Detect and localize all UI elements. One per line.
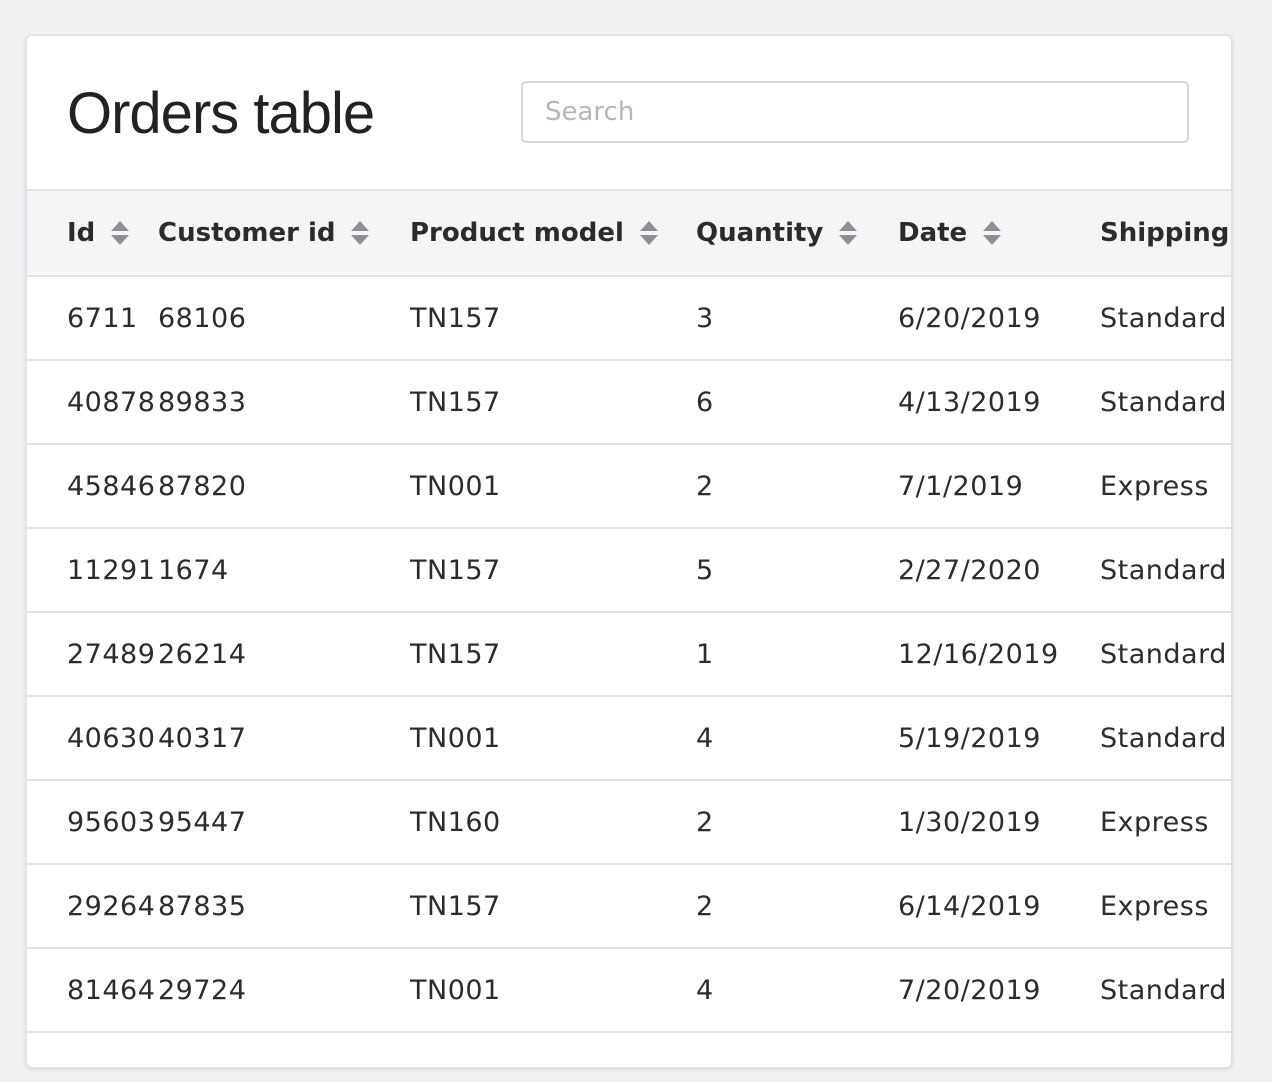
column-header-date[interactable]: Date — [898, 189, 1100, 277]
cell-id: 95603 — [67, 806, 156, 838]
cell-id: 81464 — [67, 974, 156, 1006]
column-header-quantity[interactable]: Quantity — [696, 189, 898, 277]
cell-id: 11291 — [67, 554, 156, 586]
cell-customer-id: 40317 — [158, 722, 247, 754]
cell-customer-id: 89833 — [158, 386, 247, 418]
table-header: Id Customer id Product model — [27, 189, 1231, 277]
orders-table: Id Customer id Product model — [27, 189, 1231, 1033]
cell-quantity: 2 — [696, 890, 714, 922]
cell-shipping: Standard — [1100, 638, 1227, 670]
sort-icon[interactable] — [639, 221, 658, 245]
cell-id: 45846 — [67, 470, 156, 502]
cell-product-model: TN001 — [410, 722, 501, 754]
cell-shipping: Express — [1100, 470, 1209, 502]
cell-shipping: Express — [1100, 890, 1209, 922]
table-row[interactable]: 95603 95447 TN160 2 1/30/2019 Express — [27, 780, 1231, 864]
cell-shipping: Standard — [1100, 554, 1227, 586]
cell-shipping: Express — [1100, 806, 1209, 838]
cell-date: 12/16/2019 — [898, 638, 1059, 670]
cell-quantity: 3 — [696, 302, 714, 334]
table-row[interactable]: 11291 1674 TN157 5 2/27/2020 Standard — [27, 528, 1231, 612]
cell-shipping: Standard — [1100, 386, 1227, 418]
column-header-shipping[interactable]: Shipping — [1100, 189, 1231, 277]
cell-shipping: Standard — [1100, 302, 1227, 334]
cell-shipping: Standard — [1100, 974, 1227, 1006]
cell-product-model: TN157 — [410, 386, 501, 418]
column-header-label: Quantity — [696, 218, 824, 248]
sort-icon[interactable] — [351, 221, 370, 245]
column-header-label: Date — [898, 218, 968, 248]
column-header-label: Shipping — [1100, 218, 1230, 248]
cell-date: 6/14/2019 — [898, 890, 1041, 922]
column-header-label: Product model — [410, 218, 624, 248]
cell-date: 6/20/2019 — [898, 302, 1041, 334]
card-header: Orders table — [27, 36, 1231, 189]
cell-product-model: TN001 — [410, 974, 501, 1006]
column-header-customer-id[interactable]: Customer id — [158, 189, 410, 277]
table-row[interactable]: 40878 89833 TN157 6 4/13/2019 Standard — [27, 360, 1231, 444]
cell-customer-id: 87820 — [158, 470, 247, 502]
cell-date: 1/30/2019 — [898, 806, 1041, 838]
cell-product-model: TN160 — [410, 806, 501, 838]
column-header-label: Customer id — [158, 218, 336, 248]
column-header-label: Id — [67, 218, 96, 248]
sort-icon[interactable] — [983, 221, 1002, 245]
cell-date: 7/1/2019 — [898, 470, 1024, 502]
cell-id: 27489 — [67, 638, 156, 670]
table-row[interactable]: 40630 40317 TN001 4 5/19/2019 Standard — [27, 696, 1231, 780]
cell-quantity: 6 — [696, 386, 714, 418]
table-body: 6711 68106 TN157 3 6/20/2019 Standard 40… — [27, 276, 1231, 1032]
cell-customer-id: 1674 — [158, 554, 229, 586]
cell-customer-id: 87835 — [158, 890, 247, 922]
cell-quantity: 4 — [696, 722, 714, 754]
sort-icon[interactable] — [111, 221, 130, 245]
cell-id: 29264 — [67, 890, 156, 922]
orders-card: Orders table Id Customer id — [26, 35, 1232, 1068]
cell-quantity: 5 — [696, 554, 714, 586]
cell-date: 5/19/2019 — [898, 722, 1041, 754]
table-row[interactable]: 45846 87820 TN001 2 7/1/2019 Express — [27, 444, 1231, 528]
search-input[interactable] — [521, 81, 1189, 143]
table-row[interactable]: 27489 26214 TN157 1 12/16/2019 Standard — [27, 612, 1231, 696]
cell-customer-id: 68106 — [158, 302, 247, 334]
cell-product-model: TN157 — [410, 554, 501, 586]
header-row: Id Customer id Product model — [27, 189, 1231, 277]
cell-customer-id: 95447 — [158, 806, 247, 838]
page-title: Orders table — [67, 81, 375, 146]
cell-quantity: 2 — [696, 470, 714, 502]
cell-quantity: 1 — [696, 638, 714, 670]
cell-customer-id: 29724 — [158, 974, 247, 1006]
cell-product-model: TN157 — [410, 638, 501, 670]
cell-product-model: TN157 — [410, 302, 501, 334]
cell-quantity: 4 — [696, 974, 714, 1006]
table-row[interactable]: 29264 87835 TN157 2 6/14/2019 Express — [27, 864, 1231, 948]
cell-quantity: 2 — [696, 806, 714, 838]
column-header-product-model[interactable]: Product model — [410, 189, 696, 277]
column-header-id[interactable]: Id — [27, 189, 158, 277]
cell-date: 7/20/2019 — [898, 974, 1041, 1006]
cell-date: 2/27/2020 — [898, 554, 1041, 586]
cell-product-model: TN157 — [410, 890, 501, 922]
cell-product-model: TN001 — [410, 470, 501, 502]
cell-id: 6711 — [67, 302, 138, 334]
cell-date: 4/13/2019 — [898, 386, 1041, 418]
table-row[interactable]: 81464 29724 TN001 4 7/20/2019 Standard — [27, 948, 1231, 1032]
cell-id: 40878 — [67, 386, 156, 418]
cell-shipping: Standard — [1100, 722, 1227, 754]
table-row[interactable]: 6711 68106 TN157 3 6/20/2019 Standard — [27, 276, 1231, 360]
cell-customer-id: 26214 — [158, 638, 247, 670]
cell-id: 40630 — [67, 722, 156, 754]
sort-icon[interactable] — [839, 221, 858, 245]
table-container: Id Customer id Product model — [27, 189, 1231, 1033]
